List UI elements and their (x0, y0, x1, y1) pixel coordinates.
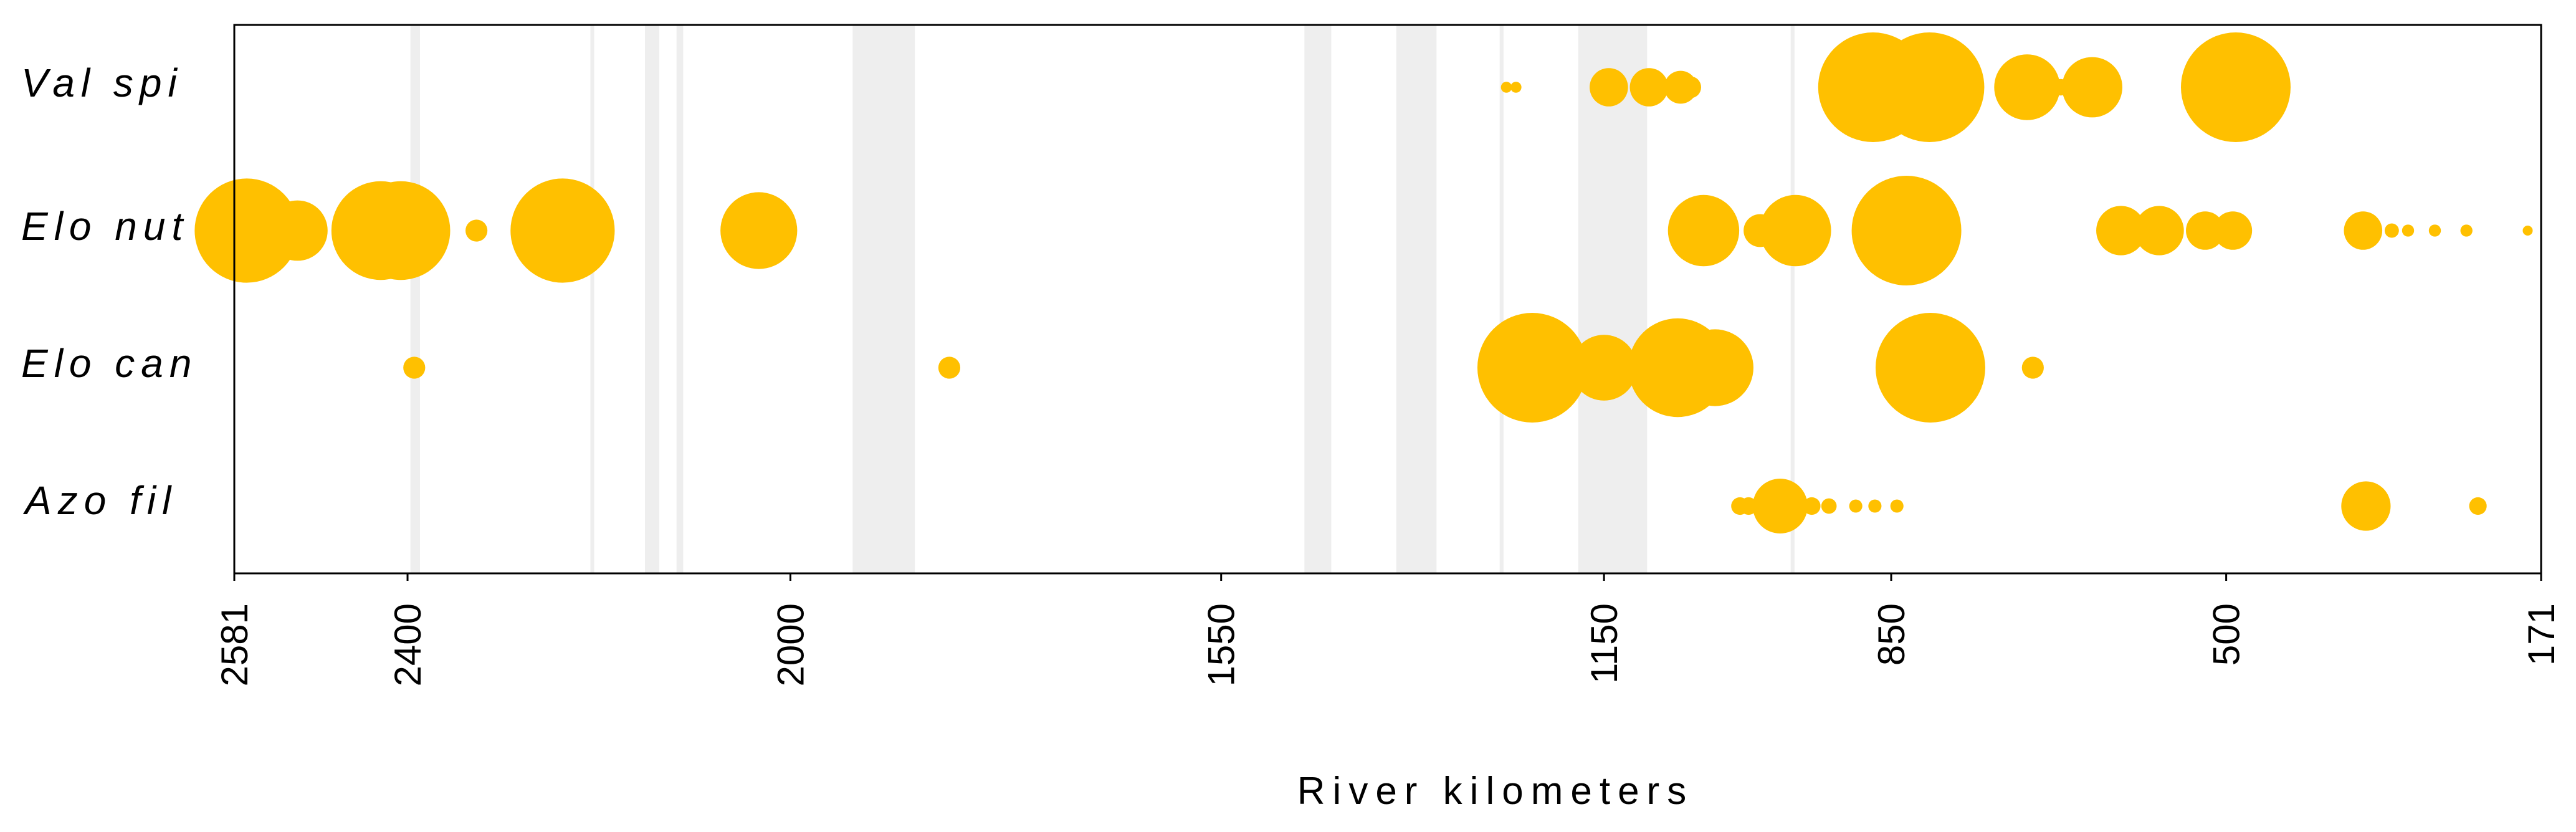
bubble (1890, 499, 1904, 513)
bubble (2062, 57, 2122, 118)
x-tick-label: 500 (2206, 603, 2248, 666)
bubble (938, 356, 961, 379)
bubble (2341, 481, 2391, 531)
bubble (2402, 224, 2415, 237)
highlight-band (1790, 25, 1795, 573)
bubble (1571, 335, 1637, 401)
bubble (2096, 206, 2146, 256)
bubble (1994, 54, 2060, 120)
series-elo-can (403, 313, 2044, 423)
bubble (1679, 76, 1702, 98)
x-tick-label: 1550 (1201, 603, 1243, 686)
highlight-band (676, 25, 684, 573)
bubble (1851, 176, 1962, 285)
species-label-elo-can: Elo can (21, 341, 198, 386)
bubble (2522, 226, 2533, 236)
x-axis-ticks (233, 573, 2542, 581)
bubble (2134, 206, 2184, 256)
highlight-bands (410, 25, 1795, 573)
x-tick-label: 850 (1871, 603, 1912, 666)
bubble (1667, 194, 1740, 267)
species-labels: Val spi Elo nut Elo can Azo fil (21, 60, 198, 523)
bubble (2469, 497, 2487, 515)
plot-frame (233, 24, 2542, 575)
highlight-band (1499, 25, 1504, 573)
x-tick-label: 2581 (214, 603, 255, 686)
x-tick-label: 171 (2521, 603, 2562, 666)
bubble (2384, 223, 2399, 238)
species-label-val-spi: Val spi (21, 60, 183, 105)
bubble (1510, 82, 1522, 93)
bubbles (194, 32, 2533, 533)
bubble (1868, 499, 1882, 513)
bubble (1849, 499, 1863, 513)
bubble (2460, 224, 2473, 237)
bubble (1875, 313, 1985, 423)
highlight-band (1304, 25, 1332, 573)
bubble (267, 200, 328, 261)
bubble (1821, 498, 1837, 514)
highlight-band (1396, 25, 1437, 573)
x-tick-label: 2400 (387, 603, 429, 686)
bubble (1477, 313, 1587, 423)
species-label-azo-fil: Azo fil (22, 478, 177, 523)
series-azo-fil (1731, 479, 2487, 533)
bubble (2180, 32, 2291, 142)
bubble (1752, 479, 1808, 533)
bubble (1676, 329, 1753, 406)
bubble (2344, 211, 2383, 250)
x-axis-label: River kilometers (1297, 770, 1694, 813)
bubble (2213, 211, 2253, 250)
x-tick-labels: 2581 2400 2000 1550 1150 850 500 171 (214, 603, 2562, 686)
series-val-spi (1500, 32, 2291, 142)
highlight-band (410, 25, 421, 573)
bubble (1874, 32, 1985, 142)
highlight-band (590, 25, 594, 573)
bubble (720, 192, 798, 269)
bubble (2186, 211, 2225, 250)
bubble (1760, 194, 1831, 267)
x-tick-label: 2000 (770, 603, 811, 686)
bubble (2428, 224, 2441, 237)
bubble (1500, 82, 1512, 93)
highlight-band (852, 25, 915, 573)
bubble (351, 181, 451, 280)
highlight-band (1578, 25, 1648, 573)
bubble (1629, 68, 1669, 107)
bubble (1803, 497, 1821, 515)
bubble (2021, 356, 2044, 379)
bubble (403, 356, 426, 379)
highlight-band (644, 25, 660, 573)
series-elo-nut (194, 176, 2533, 285)
bubble (465, 219, 488, 242)
bubble (194, 178, 299, 283)
bubble (510, 178, 615, 283)
species-label-elo-nut: Elo nut (21, 204, 189, 249)
bubble (1740, 497, 1758, 515)
x-tick-label: 1150 (1583, 603, 1625, 684)
bubble (1590, 68, 1628, 107)
